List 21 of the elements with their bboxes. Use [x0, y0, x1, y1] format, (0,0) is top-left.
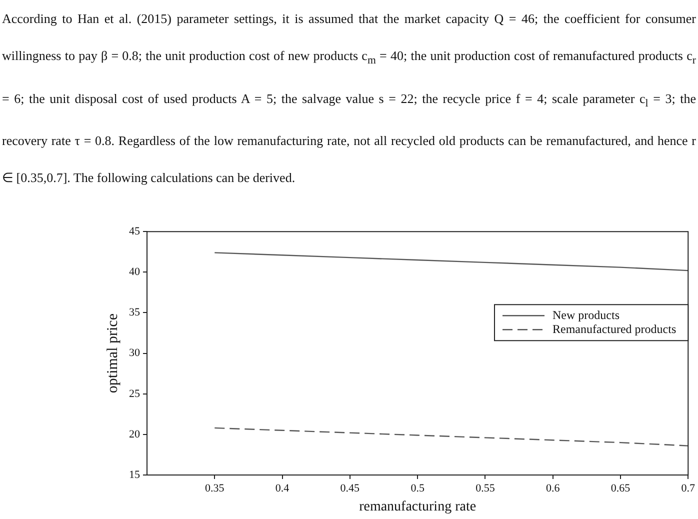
legend-label: New products — [552, 308, 620, 322]
y-tick-label: 35 — [129, 306, 140, 319]
x-tick-label: 0.5 — [410, 482, 425, 494]
x-tick-label: 0.4 — [275, 482, 290, 494]
x-tick-label: 0.6 — [546, 482, 560, 494]
x-tick-label: 0.55 — [476, 482, 496, 494]
y-tick-label: 45 — [129, 225, 140, 238]
line-series — [214, 427, 688, 446]
y-tick-label: 30 — [129, 347, 140, 360]
x-tick-label: 0.45 — [340, 482, 360, 494]
x-axis-title: remanufacturing rate — [359, 499, 476, 514]
x-tick-label: 0.35 — [205, 482, 225, 494]
y-axis-title: optimal price — [104, 313, 121, 394]
y-tick-label: 15 — [129, 468, 140, 481]
x-tick-label: 0.7 — [681, 482, 696, 494]
y-tick-label: 20 — [129, 428, 140, 440]
text: According to Han et al. (2015) parameter settings, it is assumed that the market capacity Q = 46; the coefficient for consumer willingness to pay β = 0.8; the unit production cost of new products c$_{m}$ = 40; the unit production cost of remanufactured products c$_{r}$ = 6; the unit disposal cost of used products A = 5; the salvage value s = 22; the recycle price f = 4; scale parameter c$_{l}$ = 3; the recovery rate τ = 0.8. Regardless of the low remanufacturing rate, not all recycled old products can be remanufactured, and hence r ∈ [0.35,0.7]. The following calculations can be derived. — [2, 11, 696, 186]
y-tick-label: 40 — [129, 266, 140, 278]
x-tick-label: 0.65 — [610, 482, 631, 494]
y-tick-label: 25 — [129, 388, 140, 400]
legend-label: Remanufactured products — [552, 322, 676, 336]
